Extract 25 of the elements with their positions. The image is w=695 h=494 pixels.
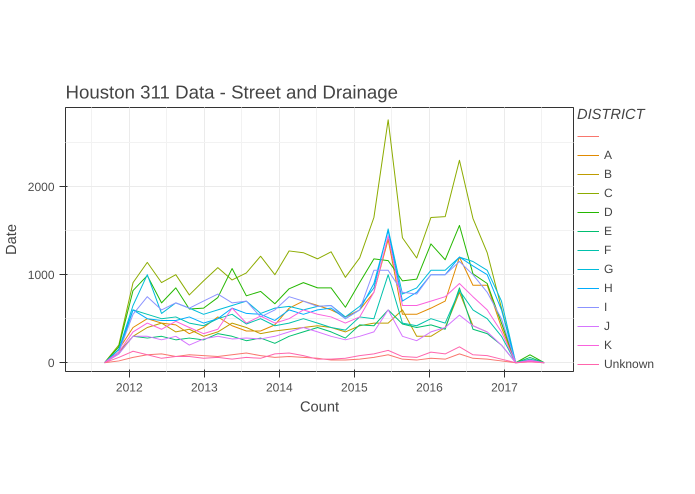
x-tick-label: 2012 (116, 380, 143, 394)
x-tick-label: 2013 (190, 380, 218, 394)
y-tick-label: 2000 (28, 180, 55, 194)
legend-title: DISTRICT (577, 107, 646, 123)
legend-label: Unknown (604, 356, 654, 372)
y-tick-label: 0 (48, 356, 55, 370)
y-tick-label: 1000 (28, 268, 55, 282)
legend-label: C (604, 185, 614, 201)
legend-label: I (604, 299, 608, 315)
x-tick-label: 2016 (416, 380, 444, 394)
legend-label: J (604, 318, 611, 334)
legend-label: B (604, 166, 614, 182)
legend-label: G (604, 261, 614, 277)
legend-label: D (604, 204, 614, 220)
legend-label: F (604, 242, 612, 258)
x-tick-label: 2017 (491, 380, 518, 394)
x-tick-label: 2014 (266, 380, 294, 394)
y-axis-title: Date (4, 224, 20, 255)
legend-label: E (604, 223, 614, 239)
x-tick-label: 2015 (341, 380, 368, 394)
legend-label: A (604, 147, 614, 163)
legend-label: H (604, 280, 614, 296)
chart-title: Houston 311 Data - Street and Drainage (66, 82, 398, 102)
legend-label: K (604, 337, 614, 353)
x-axis-title: Count (300, 400, 340, 416)
